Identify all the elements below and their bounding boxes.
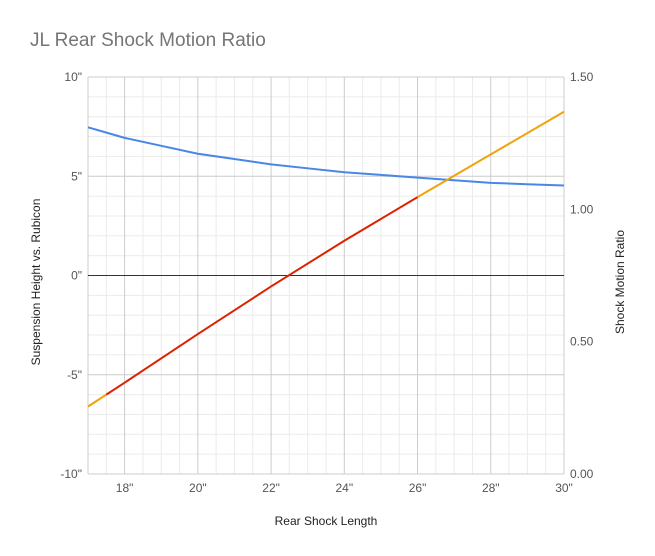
y-axis-left-label: Suspension Height vs. Rubicon [29, 199, 43, 366]
y-right-tick-label: 0.00 [570, 467, 594, 481]
x-tick-label: 22" [262, 481, 280, 495]
y-left-tick-label: -10" [60, 467, 82, 481]
y-right-tick-label: 1.00 [570, 202, 594, 216]
x-tick-label: 18" [116, 481, 134, 495]
x-tick-label: 30" [555, 481, 573, 495]
y-left-tick-label: 10" [64, 70, 82, 84]
height-out-of-range-series-line-1 [87, 393, 107, 408]
y-axis-right-label: Shock Motion Ratio [613, 230, 627, 334]
x-axis-label: Rear Shock Length [275, 514, 378, 528]
x-tick-label: 20" [189, 481, 207, 495]
motion-ratio-series-line-0 [87, 126, 565, 187]
y-left-tick-label: 5" [71, 169, 82, 183]
x-tick-label: 24" [336, 481, 354, 495]
height-out-of-range-series-line-3 [417, 110, 565, 198]
x-tick-label: 26" [409, 481, 427, 495]
height-in-range-series-line-2 [105, 196, 419, 396]
y-right-tick-label: 0.50 [570, 335, 594, 349]
y-left-tick-label: 0" [71, 269, 82, 283]
y-right-tick-label: 1.50 [570, 70, 594, 84]
y-left-tick-label: -5" [67, 368, 82, 382]
x-tick-label: 28" [482, 481, 500, 495]
chart-title: JL Rear Shock Motion Ratio [30, 30, 266, 51]
